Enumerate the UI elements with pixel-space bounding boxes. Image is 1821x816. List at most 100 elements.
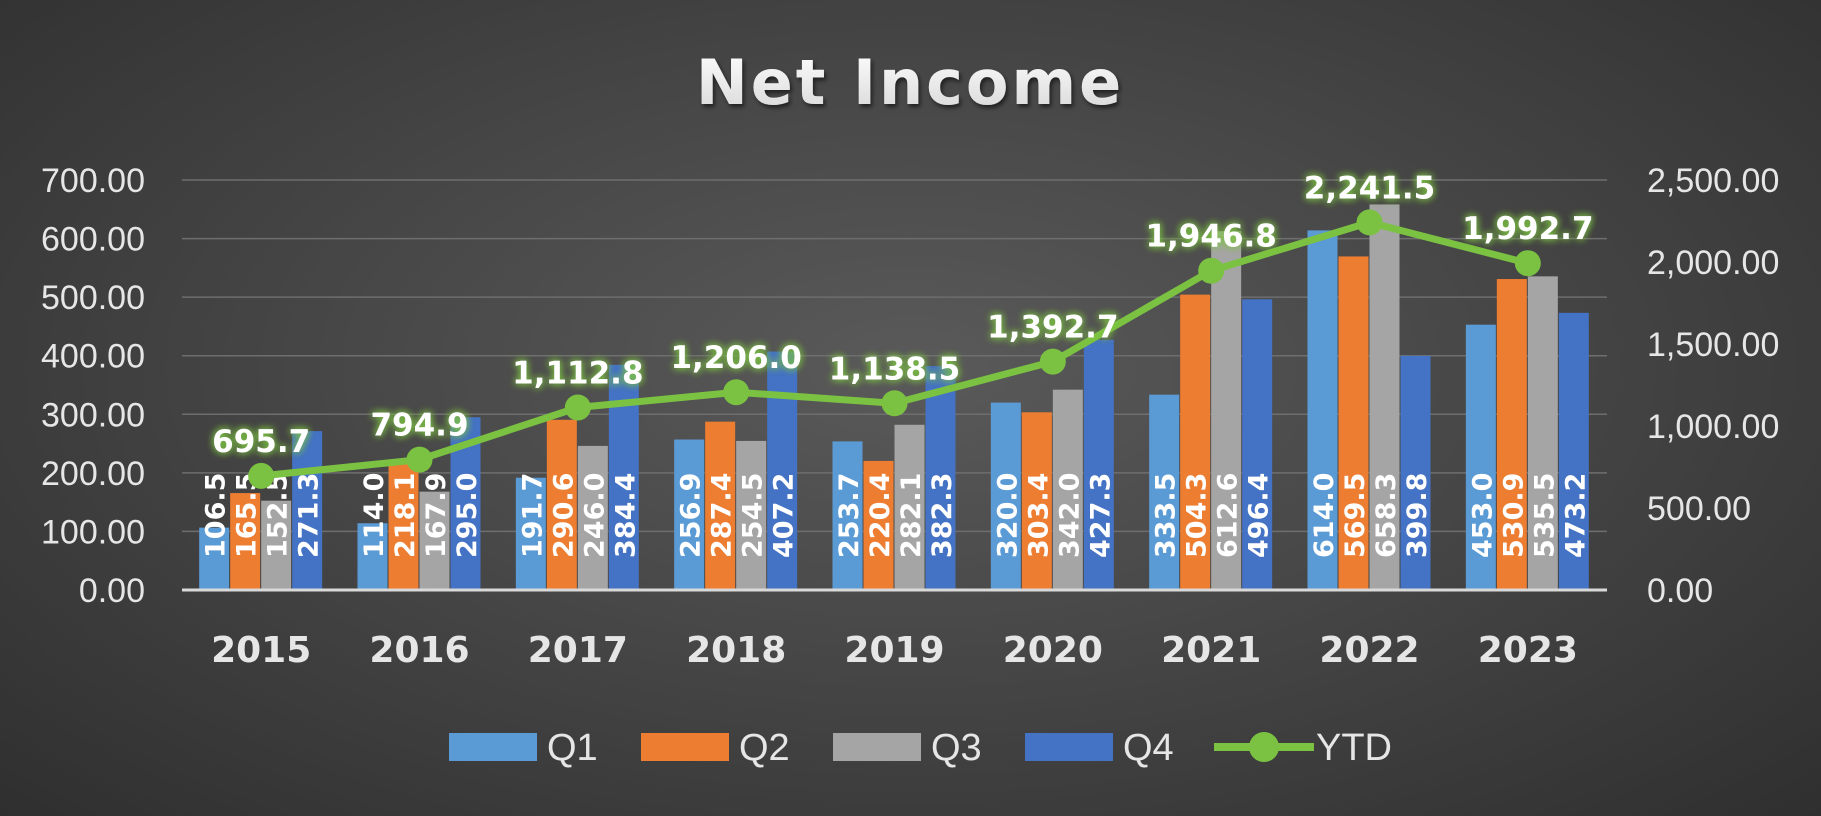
ytd-marker-2019 — [881, 390, 908, 417]
bar-q4-2015 — [292, 431, 323, 590]
ytd-label-2019: 1,138.5 — [829, 351, 960, 387]
legend-item-q1: Q1 — [449, 727, 598, 769]
bar-label-q1-2016: 114.0 — [359, 473, 390, 558]
bar-label-q3-2019: 282.1 — [896, 473, 927, 558]
y-axis-left: 0.00 100.00 200.00 300.00 400.00 500.00 600.00… — [41, 162, 145, 610]
bar-label-q1-2017: 191.7 — [517, 473, 548, 558]
bar-label-q1-2018: 256.9 — [676, 473, 707, 558]
bar-q3-2023 — [1527, 276, 1558, 590]
bar-label-q2-2017: 290.6 — [548, 473, 579, 558]
y-left-tick-label: 200.00 — [41, 455, 145, 493]
bar-label-q1-2022: 614.0 — [1309, 473, 1340, 558]
y-right-tick-label: 1,500.00 — [1647, 326, 1779, 364]
x-tick-label-2015: 2015 — [211, 630, 311, 671]
bar-label-q3-2020: 342.0 — [1054, 473, 1085, 558]
bar-q3-2017 — [577, 445, 608, 590]
bar-label-q4-2016: 295.0 — [452, 473, 483, 558]
y-left-tick-label: 400.00 — [41, 338, 145, 376]
ytd-marker-2020 — [1039, 348, 1066, 375]
y-right-tick-label: 1,000.00 — [1647, 408, 1779, 446]
legend-swatch-q2 — [641, 733, 729, 761]
legend-label-ytd: YTD — [1316, 727, 1392, 769]
bar-labels-group: 106.5 165.5 152.5 271.3 114.0 218.1 167.9 295.0… — [201, 473, 1592, 558]
bar-label-q2-2021: 504.3 — [1182, 473, 1213, 558]
ytd-marker-2017 — [564, 394, 591, 421]
ytd-marker-2022 — [1356, 209, 1383, 236]
ytd-marker-2023 — [1514, 250, 1541, 277]
bar-q4-2021 — [1242, 299, 1273, 590]
bar-label-q1-2015: 106.5 — [201, 473, 232, 558]
bar-q2-2019 — [863, 460, 894, 590]
legend-label-q4: Q4 — [1123, 727, 1174, 769]
ytd-marker-2018 — [723, 379, 750, 406]
bar-label-q2-2022: 569.5 — [1340, 473, 1371, 558]
y-left-tick-label: 100.00 — [41, 513, 145, 551]
ytd-marker-2021 — [1198, 257, 1225, 284]
x-tick-label-2021: 2021 — [1161, 630, 1261, 671]
bar-label-q1-2023: 453.0 — [1467, 473, 1498, 558]
bar-q3-2020 — [1052, 389, 1083, 590]
bar-label-q2-2020: 303.4 — [1023, 473, 1054, 558]
bar-q1-2015 — [199, 527, 230, 590]
bar-q1-2020 — [990, 402, 1021, 590]
bar-q1-2019 — [832, 441, 863, 590]
bars-group — [199, 204, 1589, 591]
bar-q2-2023 — [1496, 279, 1527, 590]
legend-item-q2: Q2 — [641, 727, 790, 769]
bar-q4-2020 — [1083, 339, 1114, 590]
ytd-label-2023: 1,992.7 — [1462, 211, 1593, 247]
bar-q3-2019 — [894, 424, 925, 590]
bar-q2-2015 — [230, 493, 261, 590]
ytd-marker-2015 — [248, 462, 275, 489]
bar-label-q4-2023: 473.2 — [1560, 473, 1591, 558]
bar-label-q2-2016: 218.1 — [390, 473, 421, 558]
legend-item-ytd: YTD — [1214, 727, 1392, 769]
y-right-tick-label: 0.00 — [1647, 572, 1713, 610]
y-left-tick-label: 600.00 — [41, 221, 145, 259]
bar-label-q4-2015: 271.3 — [294, 473, 325, 558]
bar-q3-2018 — [736, 440, 767, 590]
y-right-tick-label: 2,000.00 — [1647, 244, 1779, 282]
legend: Q1 Q2 Q3 Q4 YTD — [449, 727, 1392, 769]
bar-label-q3-2017: 246.0 — [579, 473, 610, 558]
bar-label-q4-2021: 496.4 — [1244, 473, 1275, 558]
x-tick-label-2023: 2023 — [1478, 630, 1578, 671]
y-axis-right: 0.00 500.00 1,000.00 1,500.00 2,000.00 2,500.… — [1647, 162, 1779, 610]
legend-label-q2: Q2 — [739, 727, 790, 769]
y-left-tick-label: 0.00 — [79, 572, 145, 610]
y-right-tick-label: 500.00 — [1647, 490, 1751, 528]
ytd-line-group: 695.7 794.9 1,112.8 1,206.0 1,138.5 1,392.7 1,… — [212, 170, 1594, 489]
bar-q1-2021 — [1149, 394, 1180, 590]
bar-label-q2-2018: 287.4 — [707, 473, 738, 558]
bar-q1-2023 — [1465, 324, 1496, 590]
bar-q4-2023 — [1558, 312, 1589, 590]
x-axis: 2015 2016 2017 2018 2019 2020 2021 2022 2023 — [182, 588, 1607, 671]
bar-label-q1-2020: 320.0 — [992, 473, 1023, 558]
legend-swatch-q4 — [1025, 733, 1113, 761]
bar-label-q4-2019: 382.3 — [927, 473, 958, 558]
y-right-tick-label: 2,500.00 — [1647, 162, 1779, 200]
bar-q1-2017 — [515, 477, 546, 590]
ytd-label-2018: 1,206.0 — [670, 340, 801, 376]
bar-label-q3-2021: 612.6 — [1213, 473, 1244, 558]
bar-label-q1-2019: 253.7 — [834, 473, 865, 558]
ytd-marker-2016 — [406, 446, 433, 473]
bar-q3-2015 — [261, 500, 292, 590]
bar-label-q3-2023: 535.5 — [1529, 473, 1560, 558]
bar-q1-2018 — [674, 439, 705, 590]
bar-label-q1-2021: 333.5 — [1151, 473, 1182, 558]
x-tick-label-2016: 2016 — [369, 630, 469, 671]
bar-q2-2020 — [1021, 412, 1052, 590]
legend-label-q1: Q1 — [547, 727, 598, 769]
x-tick-label-2019: 2019 — [844, 630, 944, 671]
bar-label-q4-2022: 399.8 — [1402, 473, 1433, 558]
bar-label-q2-2019: 220.4 — [865, 473, 896, 558]
bar-label-q3-2016: 167.9 — [421, 473, 452, 558]
bar-q2-2018 — [705, 421, 736, 590]
bar-q3-2016 — [419, 491, 450, 590]
bar-q2-2022 — [1338, 256, 1369, 590]
bar-label-q3-2022: 658.3 — [1371, 473, 1402, 558]
chart-title: Net Income — [696, 46, 1124, 119]
